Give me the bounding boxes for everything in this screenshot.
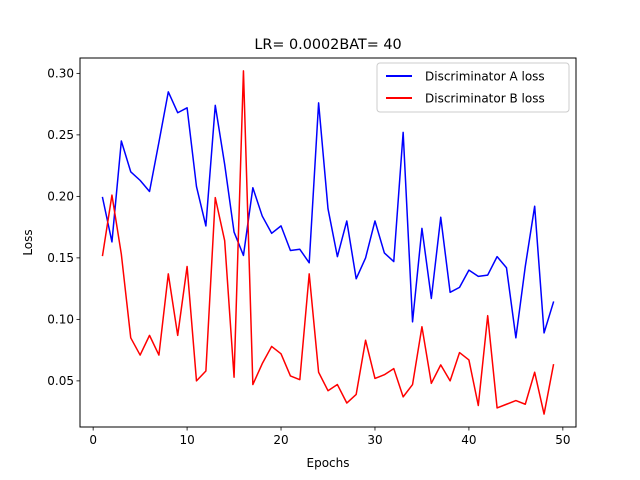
series-line-discriminator-a-loss (101, 91, 555, 339)
y-tick-label: 0.20 (47, 190, 74, 204)
series-line-discriminator-b-loss (101, 70, 555, 415)
y-tick-label: 0.30 (47, 67, 74, 81)
legend-label-discriminator-b: Discriminator B loss (425, 92, 545, 106)
y-tick-label: 0.05 (47, 374, 74, 388)
plot-frame (79, 57, 577, 428)
legend-label-discriminator-a: Discriminator A loss (425, 70, 545, 84)
y-tick-label: 0.25 (47, 128, 74, 142)
y-tick-label: 0.10 (47, 313, 74, 327)
x-axis-label: Epochs (307, 456, 350, 470)
legend: Discriminator A loss Discriminator B los… (376, 62, 570, 113)
chart-title: LR= 0.0002BAT= 40 (254, 37, 401, 53)
series-layer (101, 70, 555, 415)
y-axis-label: Loss (21, 229, 35, 255)
x-tick-label: 10 (179, 433, 194, 447)
x-tick-label: 0 (89, 433, 97, 447)
x-tick-label: 20 (273, 433, 288, 447)
legend-box (376, 62, 570, 113)
x-axis: 0 10 20 30 40 50 (89, 427, 570, 447)
x-tick-label: 30 (367, 433, 382, 447)
y-tick-label: 0.15 (47, 251, 74, 265)
y-axis: 0.05 0.10 0.15 0.20 0.25 0.30 (47, 67, 80, 388)
x-tick-label: 50 (555, 433, 570, 447)
x-tick-label: 40 (461, 433, 476, 447)
